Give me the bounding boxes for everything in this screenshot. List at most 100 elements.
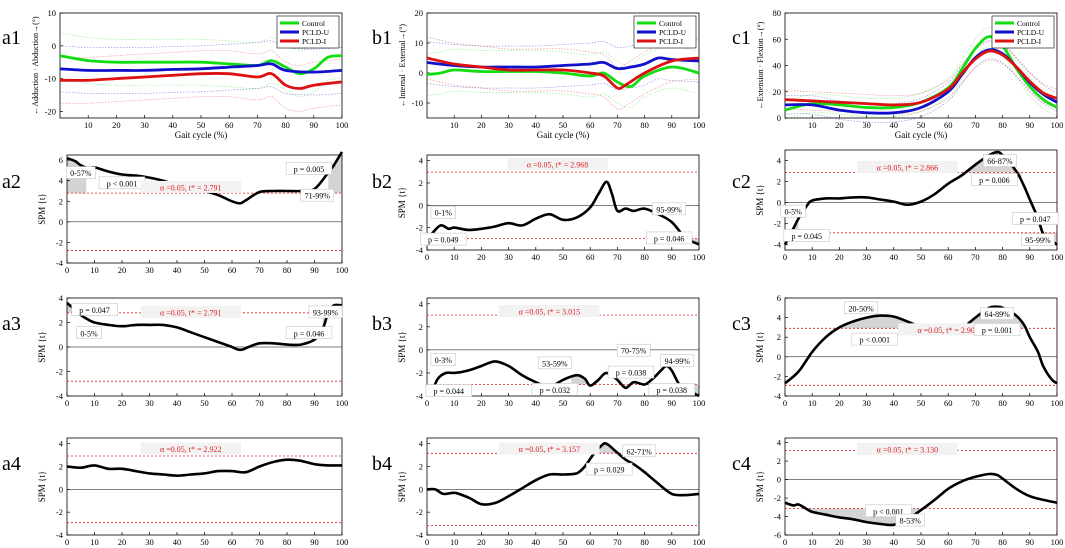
x-tick-label: 70 <box>613 252 622 262</box>
x-tick-label: 50 <box>200 537 209 547</box>
annotation-box <box>616 343 651 357</box>
annotation-text: p = 0.047 <box>79 306 110 315</box>
annotation-text: p < 0.001 <box>107 179 138 188</box>
annotation-box <box>76 326 102 339</box>
panel-b4: b4 0 10 20 30 40 50 60 70 80 90 100 -4 -2 0 2 4 SPM {t} α … <box>372 437 705 547</box>
y-tick-label: 4 <box>777 438 782 448</box>
panel-label: a2 <box>2 171 21 193</box>
annotation-text: p = 0.038 <box>616 369 647 378</box>
panel-label: a4 <box>2 453 21 475</box>
annotation-text: 64-89% <box>984 310 1010 319</box>
y-tick-label: -10 <box>412 98 423 108</box>
annotation-box <box>648 383 695 396</box>
annotation-box <box>980 307 1015 320</box>
x-tick-label: 70 <box>613 120 622 130</box>
y-tick-label: 20 <box>773 87 782 97</box>
legend-box <box>276 15 340 49</box>
y-axis-label: SPM {t} <box>397 471 407 502</box>
legend-entry: PCLD-U <box>302 28 330 37</box>
y-tick-label: 0 <box>777 198 781 208</box>
annotation-box <box>851 332 898 346</box>
x-tick-label: 70 <box>255 398 264 408</box>
x-tick-label: 80 <box>640 252 649 262</box>
x-tick-label: 50 <box>559 120 568 130</box>
x-tick-label: 80 <box>998 252 1007 262</box>
y-tick-label: -2 <box>416 223 423 233</box>
y-axis-label: SPM {t} <box>755 471 765 502</box>
annotation-text: p < 0.001 <box>873 507 904 516</box>
x-tick-label: 10 <box>808 398 817 408</box>
x-tick-label: 50 <box>559 537 568 547</box>
x-tick-label: 20 <box>835 398 844 408</box>
x-tick-label: 60 <box>228 537 237 547</box>
x-tick-label: 40 <box>173 537 182 547</box>
x-tick-label: 30 <box>504 398 513 408</box>
legend-entry: PCLD-I <box>1017 37 1042 46</box>
annotation-box <box>844 301 879 315</box>
y-tick-label: 10 <box>48 8 57 18</box>
annotation-box <box>1012 212 1059 225</box>
x-tick-label: 80 <box>283 398 292 408</box>
series-band-lower <box>426 78 700 91</box>
annotation-box <box>66 166 96 179</box>
legend-entry: Control <box>659 19 682 28</box>
x-tick-label: 20 <box>835 252 844 262</box>
y-tick-label: 2 <box>777 332 781 342</box>
x-tick-label: 60 <box>586 252 595 262</box>
series-band-upper <box>59 40 343 50</box>
y-tick-label: 0 <box>419 68 423 78</box>
panel-label: b4 <box>372 453 392 475</box>
y-tick-label: 40 <box>773 61 782 71</box>
x-tick-label: 40 <box>532 120 541 130</box>
annotation-text: 70-75% <box>621 347 647 356</box>
x-tick-label: 70 <box>255 537 264 547</box>
legend-entry: Control <box>302 19 325 28</box>
x-tick-label: 10 <box>90 537 99 547</box>
y-axis-label: SPM {t} <box>755 331 765 362</box>
annotation-box <box>531 383 578 396</box>
y-tick-label: -4 <box>416 391 424 401</box>
panel-a3: a3 0 10 20 30 40 50 60 70 80 90 100 -4 -2 0 2 4 SPM {t} p … <box>2 293 348 408</box>
x-tick-label: 40 <box>890 120 899 130</box>
x-tick-label: 10 <box>84 120 93 130</box>
panel-label: b1 <box>372 27 392 49</box>
annotation-text: 95-99% <box>1025 236 1051 245</box>
x-tick-label: 50 <box>917 398 926 408</box>
annotation-text: p = 0.045 <box>792 232 823 241</box>
x-tick-label: 40 <box>890 398 899 408</box>
y-tick-label: -4 <box>774 391 782 401</box>
x-axis-label: Gait cycle (%) <box>537 130 589 140</box>
series-band-upper <box>426 36 700 68</box>
x-tick-label: 80 <box>998 120 1007 130</box>
panel-label: c3 <box>732 313 751 335</box>
annotation-box <box>499 442 600 455</box>
x-tick-label: 60 <box>225 120 234 130</box>
significance-shade <box>328 151 342 194</box>
annotation-text: p = 0.047 <box>1020 215 1051 224</box>
x-tick-label: 90 <box>1026 252 1035 262</box>
x-tick-label: 30 <box>140 120 149 130</box>
spm-curve <box>426 360 700 398</box>
annotation-box <box>140 180 241 193</box>
y-tick-label: -4 <box>416 245 424 255</box>
x-tick-label: 50 <box>917 537 926 547</box>
annotation-text: α =0.05, t* = 3.130 <box>877 445 938 454</box>
panel-c1: c1 10 20 30 40 50 60 70 80 90 100 0 20 40 60 80 ←Extensi… <box>732 8 1063 140</box>
y-tick-label: -4 <box>56 391 64 401</box>
x-tick-label: 0 <box>425 537 429 547</box>
panel-label: b3 <box>372 313 392 335</box>
x-tick-label: 80 <box>640 537 649 547</box>
x-tick-label: 80 <box>998 537 1007 547</box>
y-tick-label: -4 <box>774 512 782 522</box>
y-tick-label: 0 <box>777 352 781 362</box>
x-tick-label: 80 <box>640 120 649 130</box>
series-band-lower <box>59 86 343 96</box>
series-band-lower <box>784 58 1058 123</box>
annotation-box <box>285 162 333 175</box>
y-tick-label: 20 <box>415 8 424 18</box>
significance-shade <box>571 375 588 385</box>
x-tick-label: 100 <box>336 537 349 547</box>
x-tick-label: 80 <box>640 398 649 408</box>
y-tick-label: 2 <box>59 462 63 472</box>
y-tick-label: 4 <box>777 156 782 166</box>
